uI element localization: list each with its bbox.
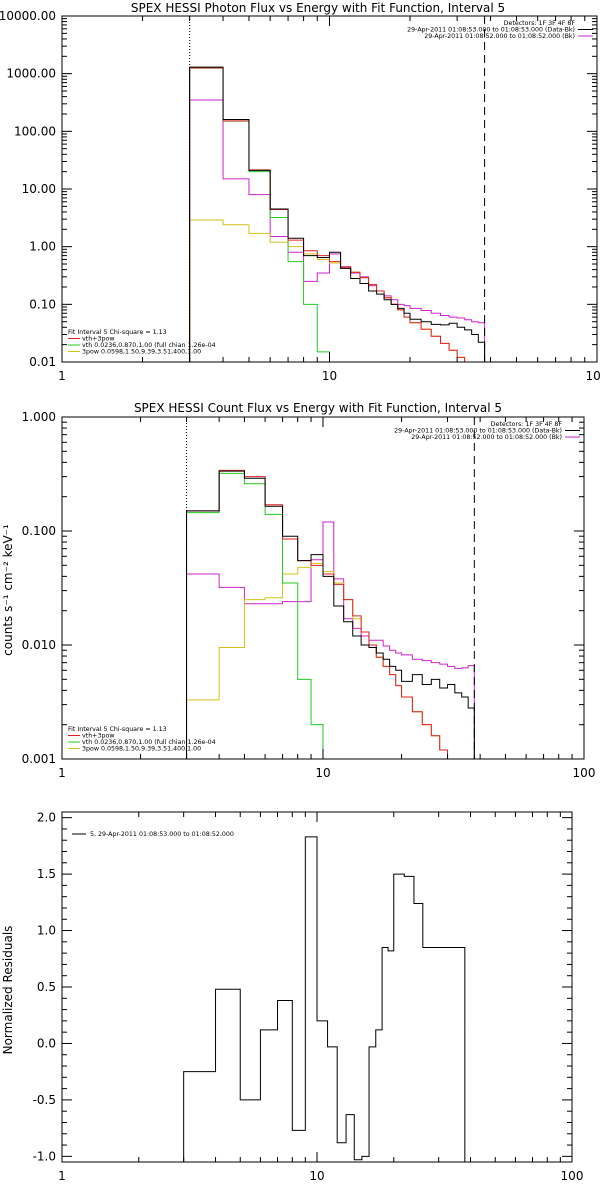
legend-entry: 3pow 0.0598,1.50,9.39,3.51,400,1.00 [82,349,201,356]
axes: 1 10 100 -1.0 -0.5 0.0 0.5 1.0 1.5 2.0 [33,811,584,1183]
y-tick-label: 0.01 [29,355,56,369]
series-line-4 [189,66,486,362]
series-line-3 [189,67,466,362]
y-tick-label: 10.00 [22,182,56,196]
photon-flux-panel: SPEX HESSI Photon Flux vs Energy with Fi… [0,1,600,383]
y-tick-label: 1.000 [22,410,56,424]
y-tick-label: 1.5 [37,867,56,881]
y-tick-label: -1.0 [33,1149,56,1163]
x-tick-label: 10 [309,1169,324,1183]
y-tick-label: 0.100 [22,524,56,538]
y-tick-label: 2.0 [37,811,56,825]
y-tick-label: 100.00 [14,124,56,138]
legend-entry: Detectors: 1F 3F 4F 8F [491,421,563,428]
x-tick-label: 10 [322,369,337,383]
legend-entry: Fit Interval 5 Chi-square = 1.13 [68,329,167,336]
plot-frame [61,416,585,760]
y-tick-label: 1000.00 [6,67,56,81]
legend-entry: 29-Apr-2011 01:08:52.000 to 01:08:52.000… [424,33,575,40]
legend-entry: 3pow 0.0598,1.50,9.39,3.51,400,1.00 [82,746,201,753]
legend-entry: vth 0.0236,0.870,1.00 (full chian 1.26e-… [82,739,216,746]
y-tick-label: 0.0 [37,1036,56,1050]
x-tick-label: 100 [561,1169,584,1183]
x-tick-label: 1 [58,1169,66,1183]
axes: 1 10 100 0.001 0.010 0.100 1.000 [22,410,596,780]
legend-entry: vth 0.0236,0.870,1.00 (full chian 1.26e-… [82,342,216,349]
x-tick-label: 100 [586,369,600,383]
legend-entry: 5, 29-Apr-2011 01:08:53.000 to 01:08:52.… [90,831,234,838]
x-tick-label: 1 [58,766,66,780]
plot-frame [61,811,573,1163]
legend-entry: Fit Interval 5 Chi-square = 1.13 [68,726,167,733]
y-tick-label: 1.00 [29,240,56,254]
y-tick-label: 0.010 [22,638,56,652]
series-line-0 [189,99,486,362]
legend-entry: Detectors: 1F 3F 4F 8F [504,20,576,27]
axes: 1 10 100 0.01 0.10 1.00 10.00 100.00 1000.00 1000… [0,9,600,383]
residuals-panel: 5, 29-Apr-2011 01:08:53.000 to 01:08:52.… [1,811,584,1183]
series-line-2 [186,472,324,759]
x-tick-label: 1 [58,369,66,383]
y-tick-label: 1.0 [37,924,56,938]
y-axis-label: Normalized Residuals [1,926,15,1055]
series-line-4 [186,470,475,759]
panel-title: SPEX HESSI Count Flux vs Energy with Fit… [134,401,502,415]
panel-title: SPEX HESSI Photon Flux vs Energy with Fi… [131,1,505,15]
y-tick-label: 10000.00 [0,9,56,23]
y-tick-label: 0.10 [29,297,56,311]
legend-entry: 29-Apr-2011 01:08:53.000 to 01:08:53.000… [394,428,562,435]
legend-bottom-left: Fit Interval 5 Chi-square = 1.13vth+3pow… [68,726,216,753]
x-tick-label: 100 [573,766,596,780]
legend-entry: vth+3pow [82,733,114,740]
x-tick-label: 10 [315,766,330,780]
count-flux-panel: SPEX HESSI Count Flux vs Energy with Fit… [1,401,596,780]
series-line-0 [183,836,466,1162]
series-line-0 [186,521,475,759]
y-axis-label: counts s⁻¹ cm⁻² keV⁻¹ [1,524,15,656]
series-line-3 [186,469,449,759]
y-tick-label: -0.5 [33,1093,56,1107]
legend-entry: 29-Apr-2011 01:08:52.000 to 01:08:52.000… [411,434,562,441]
plot-frame [61,15,598,363]
series-line-2 [189,67,330,362]
legend-bottom-left: Fit Interval 5 Chi-square = 1.13vth+3pow… [68,329,216,356]
y-tick-label: 0.001 [22,752,56,766]
legend-top-left: 5, 29-Apr-2011 01:08:53.000 to 01:08:52.… [72,831,234,838]
legend-entry: vth+3pow [82,336,114,343]
y-tick-label: 0.5 [37,980,56,994]
legend-entry: 29-Apr-2011 01:08:53.000 to 01:08:53.000… [407,27,575,34]
